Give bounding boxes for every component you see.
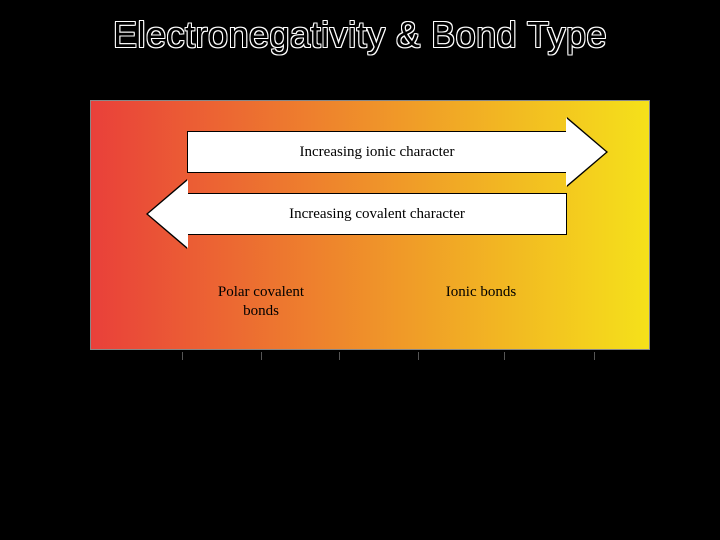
- covalent-character-arrow: Increasing covalent character: [187, 193, 567, 235]
- y-axis-label: Nonpolar covalent bonds: [62, 0, 79, 142]
- x-axis-label: Electronegativity difference: [90, 386, 650, 403]
- ionic-region-label: Ionic bonds: [421, 283, 541, 302]
- ionic-character-arrow: Increasing ionic character: [187, 131, 567, 173]
- x-tick: [504, 352, 505, 360]
- x-tick-label: 3: [591, 362, 598, 378]
- slide-title: Electronegativity & Bond Type: [0, 14, 720, 56]
- x-tick-label: 0: [87, 362, 94, 378]
- x-tick-label: 1: [257, 362, 264, 378]
- covalent-arrow-label: Increasing covalent character: [289, 206, 465, 223]
- polar-line2: bonds: [243, 303, 279, 319]
- x-tick-label: 2.5: [496, 362, 514, 378]
- polar-covalent-region-label: Polar covalent bonds: [191, 283, 331, 321]
- x-tick: [261, 352, 262, 360]
- x-tick-label: 1.5: [330, 362, 348, 378]
- ionic-arrow-label: Increasing ionic character: [300, 144, 455, 161]
- x-tick-label: 2: [414, 362, 421, 378]
- x-tick-label: 0.5: [174, 362, 192, 378]
- x-tick: [182, 352, 183, 360]
- plot-area: Increasing ionic character Increasing co…: [90, 100, 650, 350]
- polar-line1: Polar covalent: [218, 284, 304, 300]
- x-tick: [594, 352, 595, 360]
- slide: Electronegativity & Bond Type Nonpolar c…: [0, 0, 720, 540]
- diagram-container: Nonpolar covalent bonds Increasing ionic…: [90, 100, 650, 420]
- x-tick: [418, 352, 419, 360]
- x-tick: [339, 352, 340, 360]
